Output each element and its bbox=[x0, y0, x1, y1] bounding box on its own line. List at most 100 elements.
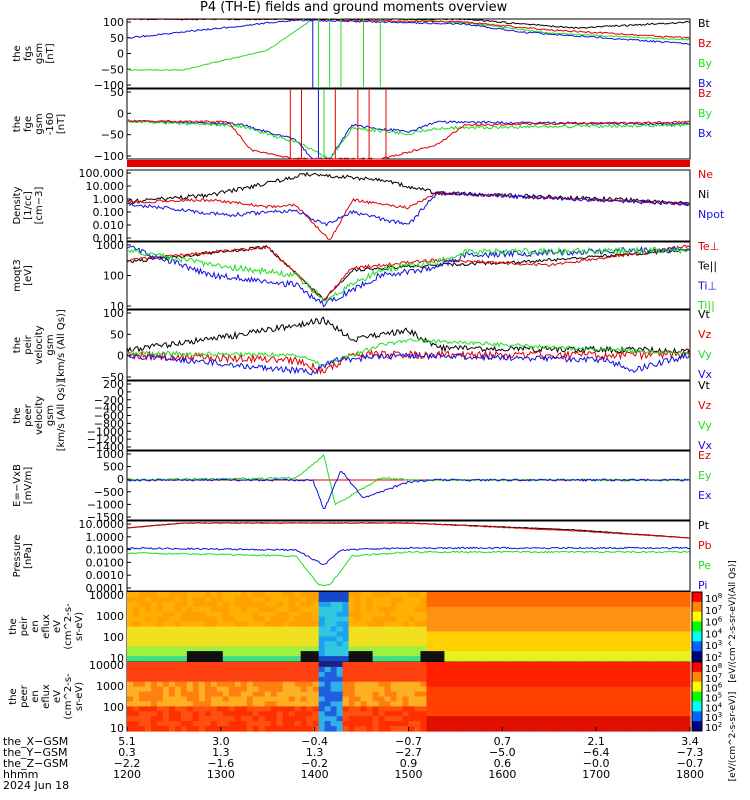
heatmap-cell bbox=[582, 696, 589, 702]
colorbar-segment bbox=[692, 701, 702, 712]
heatmap-cell bbox=[300, 596, 308, 603]
heatmap-cell bbox=[288, 646, 296, 652]
heatmap-cell bbox=[312, 601, 320, 608]
heatmap-cell bbox=[384, 631, 392, 637]
heatmap-cell bbox=[151, 636, 158, 642]
heatmap-cell bbox=[162, 646, 170, 652]
heatmap-cell bbox=[174, 656, 182, 662]
heatmap-cell bbox=[654, 651, 661, 657]
heatmap-cell bbox=[486, 592, 493, 598]
heatmap-cell bbox=[258, 611, 266, 618]
heatmap-cell bbox=[678, 651, 685, 657]
heatmap-cell bbox=[156, 666, 164, 673]
heatmap-cell bbox=[438, 681, 445, 688]
heatmap-cell bbox=[576, 701, 583, 707]
heatmap-cell bbox=[600, 686, 607, 693]
heatmap-cell bbox=[576, 592, 583, 598]
heatmap-cell bbox=[354, 676, 362, 683]
heatmap-cell bbox=[234, 726, 242, 732]
heatmap-cell bbox=[294, 651, 302, 657]
heatmap-cell bbox=[444, 636, 451, 642]
heatmap-cell bbox=[492, 606, 499, 613]
heatmap-cell bbox=[396, 616, 404, 623]
heatmap-cell bbox=[666, 681, 673, 688]
heatmap-cell bbox=[558, 706, 565, 712]
heatmap-cell bbox=[174, 676, 182, 683]
heatmap-cell bbox=[276, 711, 284, 717]
heatmap-cell bbox=[168, 711, 176, 717]
heatmap-cell bbox=[234, 601, 242, 608]
heatmap-cell bbox=[528, 596, 535, 603]
heatmap-cell bbox=[624, 636, 631, 642]
heatmap-cell bbox=[684, 636, 691, 642]
heatmap-cell bbox=[246, 666, 254, 673]
heatmap-cell bbox=[474, 626, 481, 632]
heatmap-cell bbox=[654, 721, 661, 727]
heatmap-cell bbox=[300, 601, 308, 608]
heatmap-cell bbox=[636, 691, 643, 698]
heatmap-cell bbox=[396, 611, 404, 618]
heatmap-cell bbox=[246, 662, 254, 668]
heatmap-cell bbox=[630, 616, 637, 623]
heatmap-cell bbox=[336, 711, 344, 717]
heatmap-cell bbox=[462, 606, 469, 613]
heatmap-cell bbox=[648, 596, 655, 603]
heatmap-cell bbox=[318, 662, 326, 668]
heatmap-cell bbox=[252, 726, 260, 732]
heatmap-cell bbox=[127, 631, 134, 637]
heatmap-cell bbox=[168, 696, 176, 702]
heatmap-cell bbox=[246, 676, 254, 683]
series-bt bbox=[126, 18, 690, 30]
heatmap-cell bbox=[258, 696, 266, 702]
x-axis-value: −6.4 bbox=[583, 746, 610, 759]
heatmap-cell bbox=[438, 696, 445, 702]
heatmap-cell bbox=[336, 726, 344, 732]
heatmap-cell bbox=[618, 662, 625, 668]
heatmap-cell bbox=[288, 726, 296, 732]
heatmap-cell bbox=[606, 706, 613, 712]
heatmap-cell bbox=[312, 592, 320, 598]
heatmap-cell bbox=[139, 606, 146, 613]
heatmap-cell bbox=[282, 716, 290, 722]
heatmap-cell bbox=[246, 701, 254, 707]
heatmap-cell bbox=[402, 656, 410, 662]
x-axis-value: 2.1 bbox=[587, 735, 605, 748]
heatmap-cell bbox=[145, 691, 152, 698]
heatmap-cell bbox=[666, 706, 673, 712]
heatmap-cell bbox=[438, 641, 445, 647]
heatmap-cell bbox=[648, 721, 655, 727]
heatmap-cell bbox=[390, 716, 398, 722]
heatmap-cell bbox=[450, 671, 457, 678]
heatmap-cell bbox=[162, 592, 170, 598]
heatmap-cell bbox=[654, 681, 661, 688]
heatmap-cell bbox=[504, 596, 511, 603]
heatmap-cell bbox=[276, 592, 284, 598]
heatmap-cell bbox=[552, 691, 559, 698]
heatmap-cell bbox=[438, 611, 445, 618]
heatmap-cell bbox=[186, 631, 194, 637]
heatmap-cell bbox=[390, 711, 398, 717]
heatmap-cell bbox=[606, 631, 613, 637]
heatmap-cell bbox=[552, 596, 559, 603]
heatmap-cell bbox=[186, 641, 194, 647]
heatmap-cell bbox=[384, 662, 392, 668]
heatmap-cell bbox=[432, 686, 440, 693]
heatmap-cell bbox=[174, 631, 182, 637]
heatmap-cell bbox=[408, 601, 416, 608]
heatmap-cell bbox=[444, 726, 451, 732]
heatmap-cell bbox=[630, 592, 637, 598]
series-by bbox=[126, 119, 690, 160]
heatmap-cell bbox=[486, 656, 493, 662]
heatmap-cell bbox=[492, 621, 499, 628]
heatmap-cell bbox=[606, 691, 613, 698]
heatmap-cell bbox=[240, 662, 248, 668]
heatmap-cell bbox=[618, 706, 625, 712]
heatmap-cell bbox=[570, 711, 577, 717]
heatmap-cell bbox=[438, 706, 445, 712]
heatmap-cell bbox=[234, 686, 242, 693]
heatmap-cell bbox=[222, 592, 230, 598]
heatmap-cell bbox=[139, 706, 146, 712]
heatmap-cell bbox=[210, 616, 218, 623]
heatmap-cell bbox=[510, 716, 517, 722]
heatmap-cell bbox=[516, 662, 523, 668]
